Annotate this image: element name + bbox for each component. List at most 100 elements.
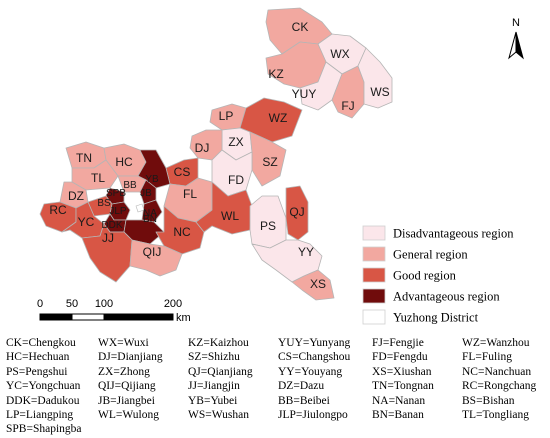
abbreviation-entry: BN=Banan (372, 409, 424, 421)
region-label-ck: CK (292, 20, 309, 34)
region-label-bn: BN (143, 214, 157, 225)
north-arrow-right-half (515, 31, 524, 60)
region-label-yb: YB (145, 174, 159, 185)
abbreviation-entry: WZ=Wanzhou (462, 337, 530, 349)
north-arrow-left-half (508, 31, 517, 60)
scale-bar: 0 50 100 200 km (37, 298, 191, 324)
abbreviation-entry: ZX=Zhong (98, 365, 150, 378)
region-label-nc: NC (173, 225, 191, 239)
abbreviation-entry: WS=Wushan (188, 409, 249, 421)
region-label-jj: JJ (102, 231, 114, 245)
region-label-qij: QIJ (143, 245, 162, 259)
region-label-fj: FJ (341, 99, 354, 113)
abbreviation-entry: YB=Yubei (188, 394, 238, 407)
region-label-rc: RC (49, 203, 67, 217)
region-label-hc: HC (115, 155, 133, 169)
region-label-lp: LP (219, 109, 234, 123)
abbreviation-entry: CS=Changshou (278, 351, 351, 364)
abbreviation-entry: DDK=Dadukou (6, 394, 80, 407)
abbreviation-entry: RC=Rongchang (462, 380, 537, 393)
region-label-bs: BS (97, 198, 111, 209)
region-label-jlp: JLP (109, 206, 127, 217)
region-qij (129, 239, 183, 277)
legend: Disadvantageous region General region Good… (362, 225, 514, 325)
legend-label-general: General region (393, 248, 468, 262)
region-label-yc: YC (78, 215, 95, 229)
region-label-fd: FD (228, 173, 244, 187)
region-label-na: NA (143, 208, 157, 219)
legend-swatch-disadvantageous (362, 225, 386, 241)
legend-label-disadvantageous: Disadvantageous region (393, 227, 514, 241)
abbreviation-entry: SZ=Shizhu (188, 351, 240, 364)
abbreviation-entry: WX=Wuxi (98, 337, 149, 349)
region-label-xs: XS (310, 277, 326, 291)
scale-tick-50: 50 (66, 298, 78, 310)
abbreviation-entry: TL=Tongliang (462, 409, 530, 421)
region-label-dz: DZ (68, 189, 84, 203)
region-label-bb: BB (123, 180, 137, 191)
scale-segment-3 (103, 313, 174, 321)
scale-tick-200: 200 (164, 298, 182, 310)
abbreviation-entry: QIJ=Qijiang (98, 380, 156, 393)
abbreviation-entry: JB=Jiangbei (98, 394, 155, 407)
abbreviation-entry: YUY=Yunyang (278, 337, 351, 349)
region-yuzhong (135, 203, 145, 213)
abbreviation-entry: QJ=Qianjiang (188, 365, 253, 378)
north-arrow-label: N (512, 17, 520, 29)
abbreviation-entry: LP=Liangping (6, 409, 74, 421)
scale-segment-1 (39, 313, 73, 321)
region-label-spb: SPB (106, 188, 126, 199)
region-wl (195, 181, 253, 235)
region-label-yuy: YUY (292, 87, 317, 101)
abbreviation-entry: HC=Hechuan (6, 351, 70, 364)
region-label-wl: WL (221, 209, 239, 223)
abbreviation-entry: SPB=Shapingba (6, 423, 82, 436)
region-qj (285, 185, 309, 241)
abbreviation-entry: DZ=Dazu (278, 380, 325, 393)
region-xs (291, 269, 335, 301)
region-label-yy: YY (298, 245, 314, 259)
abbreviation-entry: JJ=Jiangjin (188, 380, 240, 393)
abbreviation-entry: FD=Fengdu (372, 351, 428, 364)
region-na (141, 199, 163, 223)
scale-tick-100: 100 (95, 298, 113, 310)
region-yy (251, 239, 323, 283)
abbreviation-entry: YY=Youyang (278, 365, 343, 378)
abbreviation-entry: NA=Nanan (372, 394, 426, 407)
region-label-wz: WZ (269, 111, 288, 125)
legend-label-yuzhong: Yuzhong District (393, 311, 479, 325)
scale-tick-0: 0 (37, 298, 43, 310)
legend-swatch-advantageous (362, 288, 386, 304)
abbreviation-entry: BS=Bishan (462, 394, 515, 407)
abbreviation-entry: FJ=Fengjie (372, 337, 424, 349)
region-label-qj: QJ (289, 205, 304, 219)
abbreviation-entry: KZ=Kaizhou (188, 337, 249, 349)
abbreviation-entry: PS=Pengshui (6, 365, 68, 378)
scale-segment-2 (71, 313, 105, 321)
region-label-zx: ZX (228, 135, 243, 149)
region-label-ddk: DDK (101, 220, 122, 231)
north-arrow: N (508, 17, 524, 60)
region-label-tn: TN (76, 151, 92, 165)
abbreviation-entry: TN=Tongnan (372, 380, 434, 393)
abbreviation-entry: CK=Chengkou (6, 337, 76, 349)
region-label-jb: JB (140, 188, 152, 199)
abbreviation-entry: WL=Wulong (98, 409, 159, 421)
region-label-fl: FL (183, 187, 197, 201)
legend-label-advantageous: Advantageous region (393, 290, 500, 304)
region-label-ps: PS (260, 219, 276, 233)
abbreviation-entry: BB=Beibei (278, 394, 330, 407)
map-labels: CK WX KZ YUY FJ WS LP WZ ZX DJ SZ FD TN HC TL CS YB DZ BBS… (49, 20, 389, 291)
abbreviation-entry: NC=Nanchuan (462, 365, 532, 378)
region-label-kz: KZ (268, 67, 283, 81)
abbreviation-entry: JLP=Jiulongpo (278, 409, 348, 421)
legend-swatch-yuzhong (362, 309, 386, 325)
region-label-sz: SZ (262, 155, 277, 169)
scale-unit: km (176, 312, 191, 324)
region-ws (357, 47, 393, 109)
region-label-tl: TL (91, 171, 105, 185)
region-label-dj: DJ (195, 141, 210, 155)
abbreviation-entry: DJ=Dianjiang (98, 351, 163, 364)
map-regions (39, 7, 393, 301)
